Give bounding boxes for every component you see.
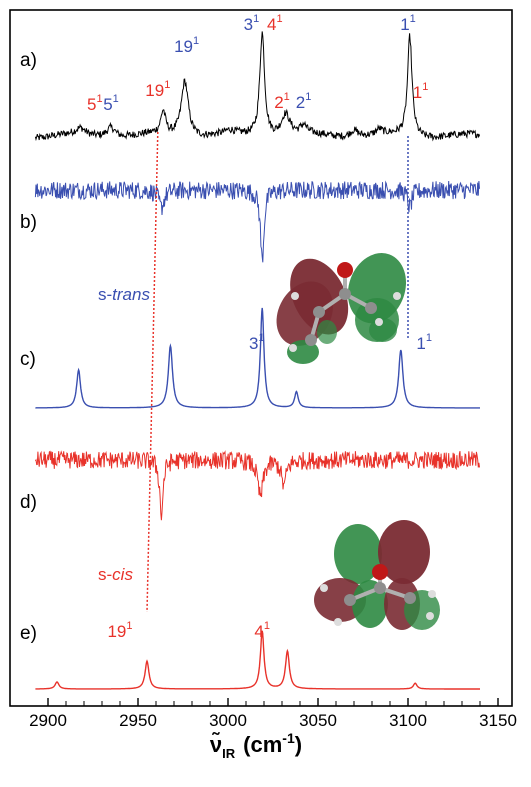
- trace-d: [34, 450, 480, 521]
- x-axis: 2900 2950 3000 3050 3100 3150: [29, 698, 517, 730]
- panel-label-e: e): [20, 623, 37, 644]
- peak-label-a-9: 11: [400, 13, 416, 34]
- peak-label-a-10: 11: [413, 81, 429, 102]
- panel-label-a: a): [20, 50, 37, 71]
- s-trans-orbital-illustration: [276, 253, 407, 364]
- peak-label-a-4: 191: [174, 35, 199, 56]
- x-tick-label-2950: 2950: [119, 711, 157, 730]
- chart-labels: a) b) c) d) e) 51 51 191 191 31 41 21 21 11 11 31 11 191 4…: [20, 13, 432, 644]
- panel-label-c: c): [20, 349, 36, 370]
- peak-label-a-5: 31: [244, 13, 260, 34]
- peak-label-a-3: 191: [145, 79, 170, 100]
- panel-label-b: b): [20, 212, 37, 233]
- correlation-line-1: [146, 131, 159, 613]
- peak-label-c-11: 31: [249, 332, 265, 353]
- peak-label-a-6: 41: [267, 13, 283, 34]
- x-axis-units-close: ): [295, 732, 302, 757]
- peak-label-e-13: 191: [107, 620, 132, 641]
- trace-a: [34, 31, 480, 142]
- x-axis-units: (cm: [243, 732, 282, 757]
- x-tick-label-3050: 3050: [299, 711, 337, 730]
- peak-label-c-12: 11: [416, 332, 432, 353]
- species-label-c: s-trans: [98, 285, 150, 304]
- peak-label-a-8: 21: [296, 91, 312, 112]
- peak-label-a-1: 51: [87, 93, 103, 114]
- s-cis-orbital-illustration: [314, 520, 440, 630]
- peak-label-a-7: 21: [274, 91, 290, 112]
- peak-label-e-14: 41: [254, 620, 270, 641]
- x-tick-label-2900: 2900: [29, 711, 67, 730]
- peak-label-a-2: 51: [103, 93, 119, 114]
- x-tick-label-3150: 3150: [479, 711, 517, 730]
- x-axis-title: ν̃IR (cm-1): [210, 730, 302, 761]
- plot-frame: [9, 9, 513, 707]
- x-axis-symbol-subscript: IR: [222, 746, 236, 761]
- panel-label-d: d): [20, 492, 37, 513]
- spectra-traces: [34, 31, 480, 690]
- trace-c: [35, 307, 480, 409]
- x-tick-label-3100: 3100: [389, 711, 427, 730]
- trace-e: [35, 630, 480, 690]
- species-label-e: s-cis: [98, 565, 133, 584]
- trace-b: [34, 180, 480, 263]
- x-tick-label-3000: 3000: [209, 711, 247, 730]
- x-axis-units-exponent: -1: [282, 730, 295, 746]
- correlation-lines: [146, 131, 409, 613]
- x-axis-symbol: ν̃: [210, 732, 222, 757]
